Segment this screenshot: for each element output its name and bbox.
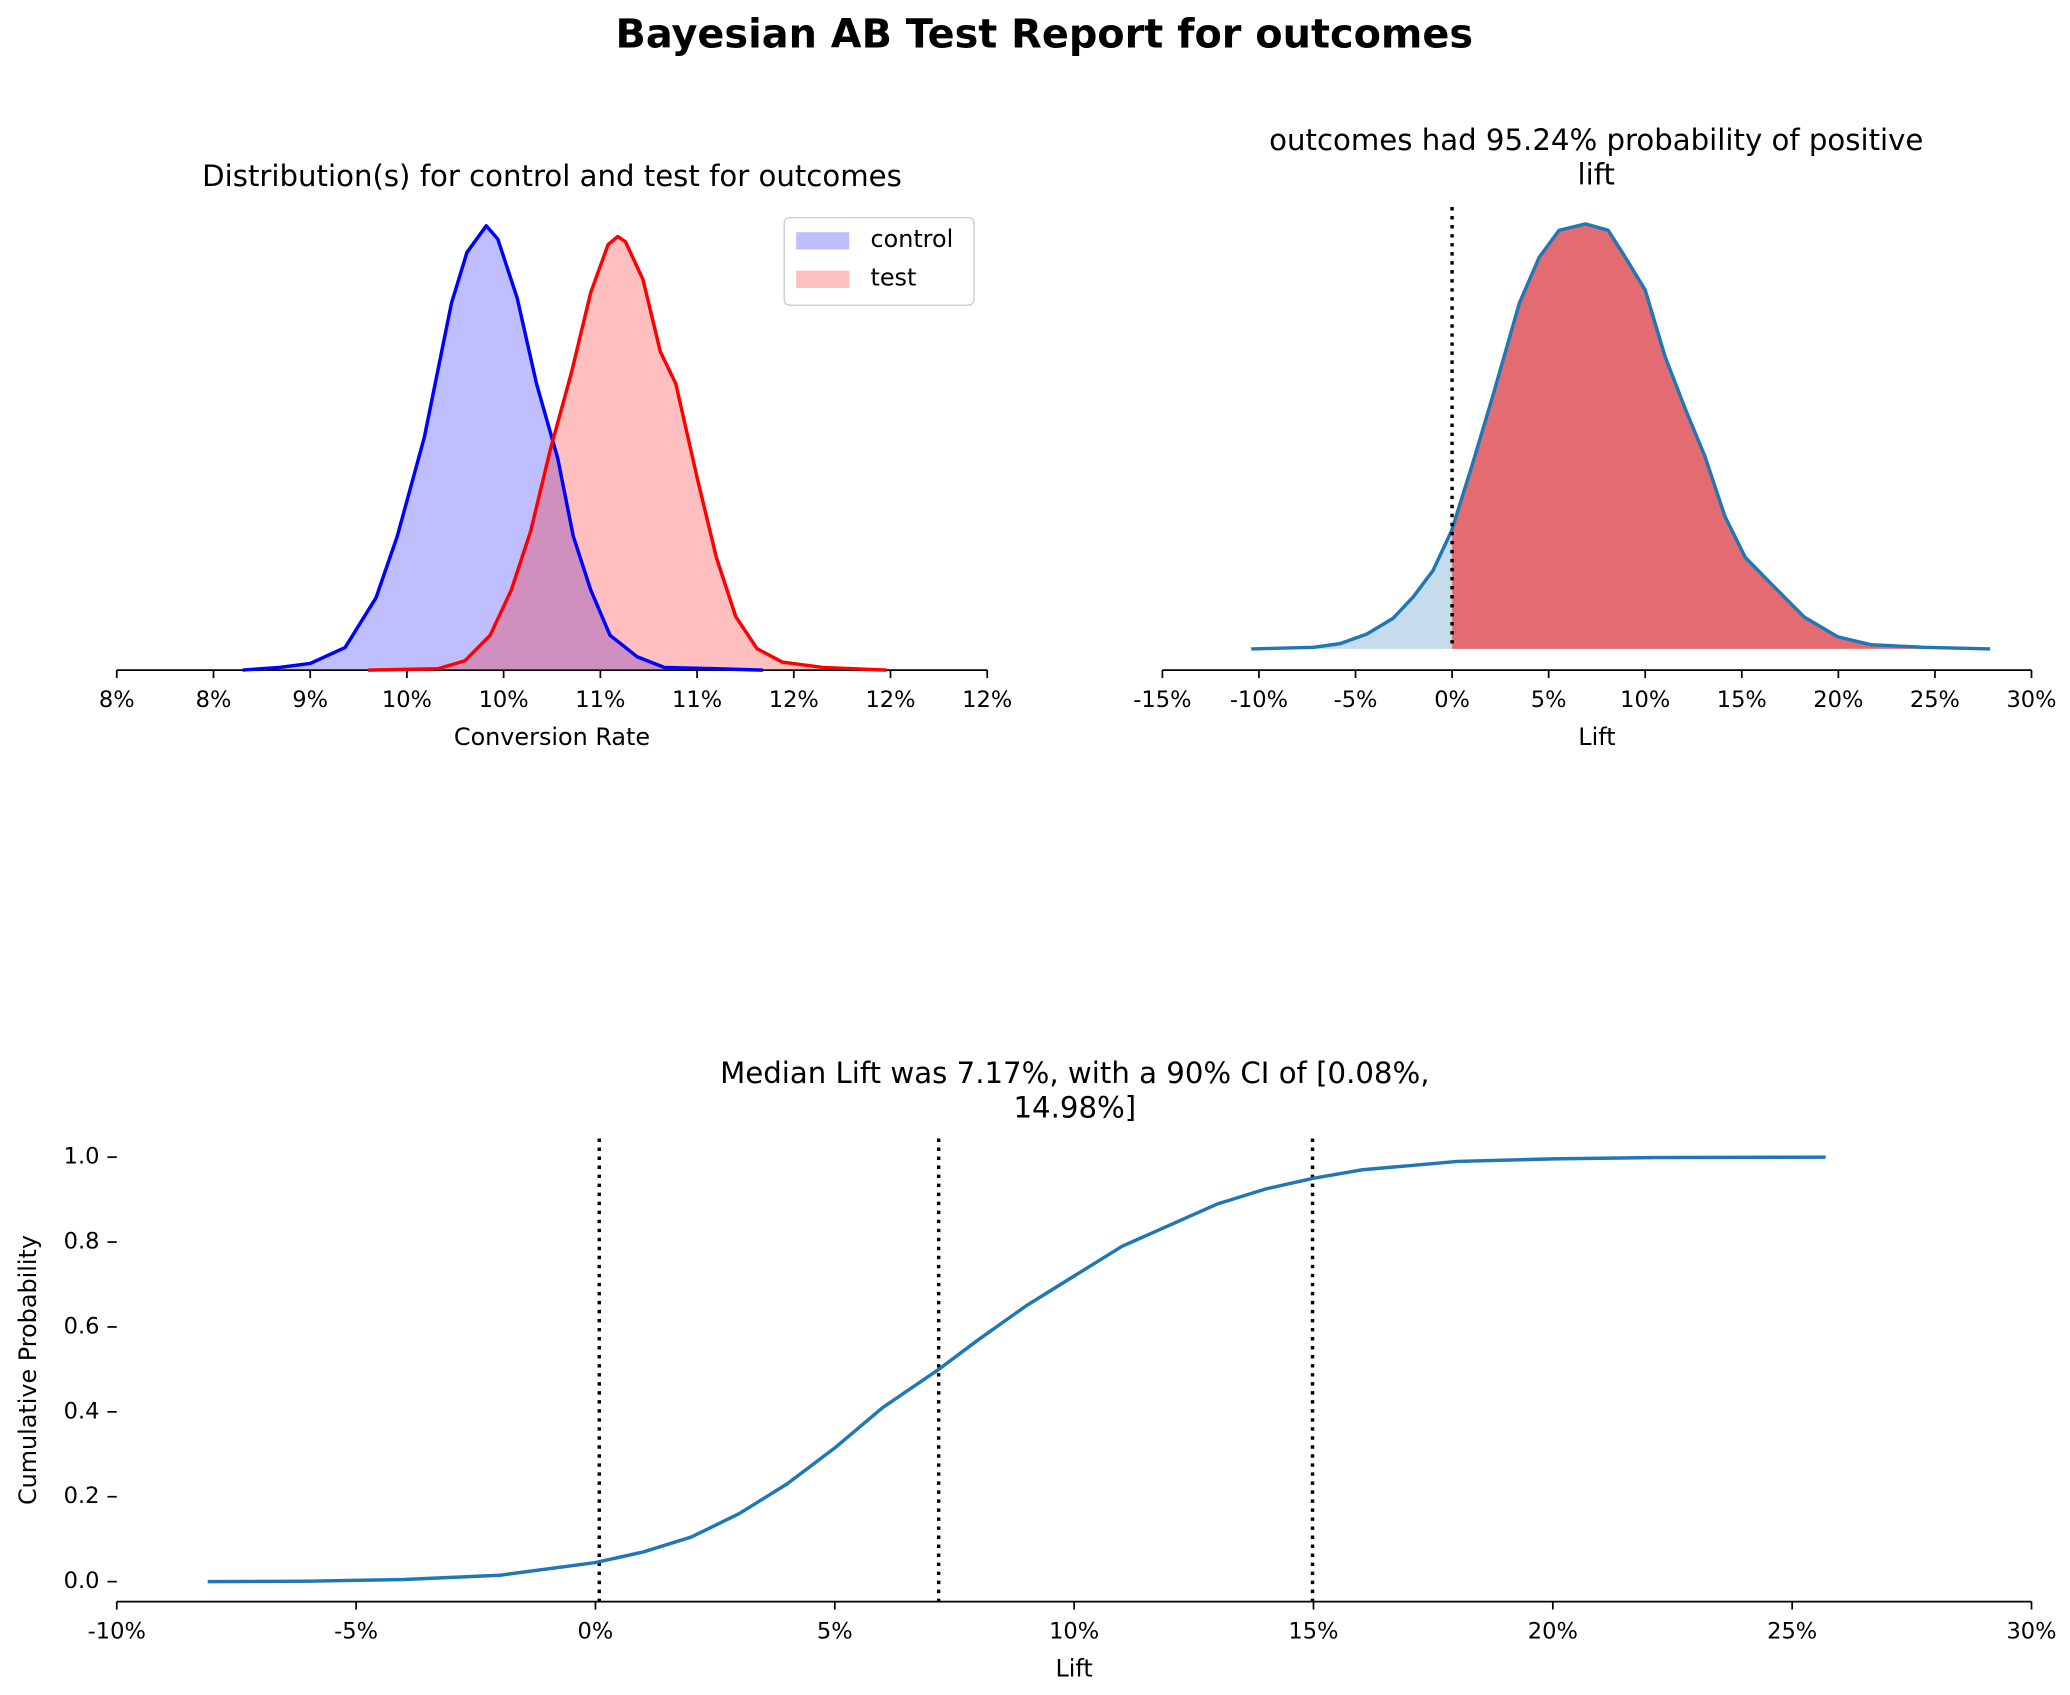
y-tick-label: 0.0 (64, 1568, 100, 1594)
lift-density-line (1251, 222, 1991, 651)
x-tick-label: 10% (1049, 1619, 1099, 1645)
x-tick-label: -10% (88, 1619, 146, 1645)
x-tick-label: 5% (1531, 687, 1567, 713)
positive-lift-fill (1452, 223, 1991, 649)
x-tick-label: 8% (196, 687, 232, 713)
negative-lift-fill (1251, 529, 1453, 649)
x-tick-label: 10% (382, 687, 432, 713)
x-tick-label: 0% (578, 1619, 614, 1645)
x-tick-label: 30% (2006, 1619, 2056, 1645)
x-tick-label: 12% (865, 687, 915, 713)
subplot-title: Distribution(s) for control and test for… (202, 159, 902, 193)
subplot-title: Median Lift was 7.17%, with a 90% CI of … (720, 1056, 1429, 1090)
x-axis-label: Lift (1055, 1654, 1092, 1682)
x-tick-label: 11% (672, 687, 722, 713)
x-tick-label: 8% (99, 687, 135, 713)
x-tick-label: 10% (1620, 687, 1670, 713)
x-axis-label: Lift (1578, 723, 1615, 751)
y-tick-label: 0.8 (64, 1229, 100, 1255)
legend-swatch (796, 270, 850, 288)
x-tick-label: -5% (1334, 687, 1378, 713)
legend-box (783, 216, 975, 306)
y-axis-label: Cumulative Probability (14, 1235, 42, 1505)
x-tick-label: 30% (2006, 687, 2056, 713)
x-tick-label: 9% (292, 687, 328, 713)
x-tick-label: 12% (769, 687, 819, 713)
x-tick-label: -5% (334, 1619, 378, 1645)
x-axis-label: Conversion Rate (454, 723, 650, 751)
x-tick-label: 5% (817, 1619, 853, 1645)
x-tick-label: 10% (479, 687, 529, 713)
x-tick-label: 15% (1288, 1619, 1338, 1645)
subplot-title: 14.98%] (1013, 1090, 1136, 1124)
density-fill (368, 236, 887, 671)
legend-label: test (870, 264, 916, 292)
legend: control test (783, 216, 975, 306)
x-tick-label: -15% (1133, 687, 1191, 713)
x-tick-label: -10% (1230, 687, 1288, 713)
subplot-title: outcomes had 95.24% probability of posit… (1269, 123, 1923, 157)
cdf-line (207, 1155, 1826, 1584)
y-tick-label: 0.6 (64, 1313, 100, 1339)
density-fill (242, 225, 763, 671)
x-tick-label: 20% (1813, 687, 1863, 713)
x-tick-label: 0% (1434, 687, 1470, 713)
y-tick-label: 0.4 (64, 1398, 100, 1424)
x-tick-label: 20% (1528, 1619, 1578, 1645)
subplot-title: lift (1578, 157, 1615, 191)
x-tick-label: 25% (1910, 687, 1960, 713)
legend-label: control (870, 225, 953, 253)
x-tick-label: 12% (962, 687, 1012, 713)
y-tick-label: 0.2 (64, 1483, 100, 1509)
figure-title: Bayesian AB Test Report for outcomes (616, 12, 1474, 58)
x-tick-label: 25% (1767, 1619, 1817, 1645)
y-tick-label: 1.0 (64, 1144, 100, 1170)
legend-swatch (796, 232, 850, 250)
density-line (242, 224, 763, 672)
x-tick-label: 15% (1717, 687, 1767, 713)
x-tick-label: 11% (575, 687, 625, 713)
density-line (368, 234, 887, 672)
